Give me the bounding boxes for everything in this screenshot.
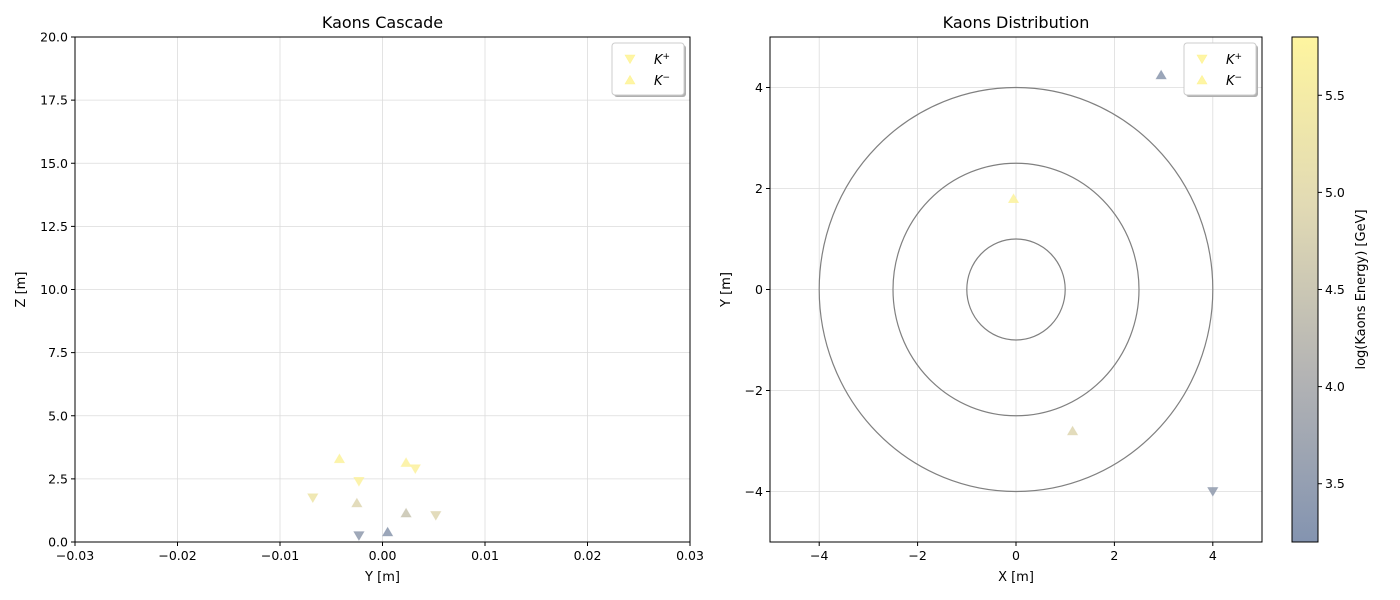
y-tick-label: 0.0 xyxy=(48,535,68,550)
legend-k-minus-marker xyxy=(624,74,636,85)
distribution-x-axis-label: X [m] xyxy=(998,570,1034,585)
x-tick-label: 0.02 xyxy=(574,548,602,563)
colorbar-tick-label: 4.5 xyxy=(1325,282,1345,297)
y-tick-label: 2.5 xyxy=(48,471,68,486)
colorbar: log(Kaons Energy) [GeV] 3.5 4.0 4.5 5.0 5.5 xyxy=(1291,36,1369,543)
y-tick-label: 7.5 xyxy=(48,345,68,360)
y-tick-label: 12.5 xyxy=(40,219,68,234)
y-tick-label: 10.0 xyxy=(40,282,68,297)
legend: K+K− xyxy=(1183,42,1258,97)
distribution-title: Kaons Distribution xyxy=(943,13,1090,32)
radius-circle xyxy=(892,162,1140,417)
cascade-panel: Kaons Cascade Y [m] Z [m] −0.03 −0.02 −0.0… xyxy=(14,13,704,585)
x-tick-label: −0.02 xyxy=(158,548,196,563)
radius-circle xyxy=(966,238,1066,341)
colorbar-tick-label: 5.5 xyxy=(1325,88,1345,103)
legend: K+K− xyxy=(611,42,686,97)
k-minus-point xyxy=(1007,193,1020,203)
x-tick-label: 4 xyxy=(1209,548,1217,563)
y-tick-label: 17.5 xyxy=(40,93,68,108)
k-minus-point xyxy=(381,526,394,537)
x-tick-label: 0.01 xyxy=(471,548,499,563)
y-tick-label: −2 xyxy=(745,383,763,398)
y-tick-label: 4 xyxy=(755,80,763,95)
legend-entry-superscript: − xyxy=(663,73,671,83)
legend-entry-superscript: − xyxy=(1235,73,1243,83)
k-minus-point xyxy=(400,457,412,467)
grid xyxy=(74,36,691,543)
k-minus-point xyxy=(1066,425,1079,436)
colorbar-tick-label: 5.0 xyxy=(1325,185,1345,200)
colorbar-tick-label: 4.0 xyxy=(1325,379,1345,394)
k-minus-point xyxy=(1155,69,1167,80)
colorbar-label: log(Kaons Energy) [GeV] xyxy=(1354,209,1369,369)
x-tick-label: −2 xyxy=(908,548,926,563)
k-plus-point xyxy=(1207,487,1219,497)
distribution-panel: Kaons Distribution X [m] Y [m] −4 −2 0 2 4−4… xyxy=(719,13,1263,585)
legend-k-plus-marker xyxy=(624,54,636,65)
x-tick-label: 0 xyxy=(1012,548,1020,563)
x-tick-label: 0.00 xyxy=(369,548,397,563)
y-tick-label: 20.0 xyxy=(40,30,68,45)
legend-box xyxy=(1183,42,1257,96)
y-tick-label: −4 xyxy=(745,484,763,499)
y-tick-label: 2 xyxy=(755,181,763,196)
y-tick-label: 0 xyxy=(755,282,763,297)
x-tick-label: −0.03 xyxy=(56,548,94,563)
legend-box xyxy=(611,42,685,96)
colorbar-tick-label: 3.5 xyxy=(1325,476,1345,491)
k-plus-point xyxy=(307,493,319,504)
k-plus-point xyxy=(430,511,442,521)
k-minus-point xyxy=(400,507,412,518)
x-tick-label: −0.01 xyxy=(261,548,299,563)
k-plus-point xyxy=(409,464,421,475)
legend-k-minus-marker xyxy=(1196,74,1208,85)
distribution-y-axis-label: Y [m] xyxy=(719,272,734,308)
grid xyxy=(770,37,1262,542)
cascade-x-axis-label: Y [m] xyxy=(364,570,400,585)
y-tick-label: 5.0 xyxy=(48,408,68,423)
k-minus-point xyxy=(333,453,346,464)
radius-circle xyxy=(818,86,1214,493)
y-tick-label: 15.0 xyxy=(40,156,68,171)
legend-entry-superscript: + xyxy=(1235,52,1243,62)
legend-k-plus-marker xyxy=(1196,54,1208,65)
x-tick-label: 2 xyxy=(1110,548,1118,563)
cascade-title: Kaons Cascade xyxy=(322,13,443,32)
x-tick-label: −4 xyxy=(810,548,828,563)
k-minus-point xyxy=(351,497,363,508)
k-plus-point xyxy=(353,531,365,541)
colorbar-gradient xyxy=(1291,36,1319,543)
x-tick-label: 0.03 xyxy=(676,548,704,563)
legend-entry-superscript: + xyxy=(663,52,671,62)
cascade-y-axis-label: Z [m] xyxy=(14,272,29,308)
k-plus-point xyxy=(353,477,365,487)
